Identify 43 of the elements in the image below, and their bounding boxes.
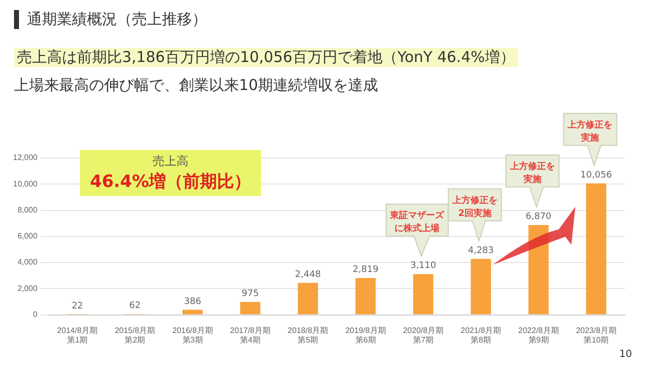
y-tick-label: 0 xyxy=(33,310,38,320)
y-tick-label: 10,000 xyxy=(13,179,38,188)
chart-subtitle: 売上高は前期比3,186百万円増の10,056百万円で着地（YonY 46.4%増） xyxy=(14,48,518,67)
bar xyxy=(355,278,376,314)
bar xyxy=(413,274,434,314)
x-tick-label: 2014/8月期第1期 xyxy=(57,326,98,344)
data-label: 10,056 xyxy=(580,170,612,180)
y-tick-label: 4,000 xyxy=(17,258,38,267)
annotation: 上方修正を2回実施 xyxy=(451,194,498,219)
data-label: 2,819 xyxy=(352,264,379,275)
x-tick-label: 2016/8月期第3期 xyxy=(172,326,213,344)
x-tick-label: 2023/8月期第10期 xyxy=(576,326,616,344)
data-label: 975 xyxy=(242,289,259,300)
bar xyxy=(182,310,203,314)
x-tick-label: 2019/8月期第6期 xyxy=(345,326,386,344)
y-tick-label: 2,000 xyxy=(17,284,38,293)
y-tick-label: 6,000 xyxy=(17,232,38,241)
annotation: 売上高 46.4%増（前期比） xyxy=(80,150,261,196)
x-tick-label: 2020/8月期第7期 xyxy=(402,326,444,344)
x-tick-label: 2015/8月期第2期 xyxy=(114,326,156,344)
y-tick-label: 8,000 xyxy=(17,205,38,214)
data-label: 386 xyxy=(184,296,202,307)
x-tick-label: 2018/8月期第5期 xyxy=(288,326,328,344)
bar xyxy=(586,183,606,314)
text: 上場来最高の伸び幅で、創業以来10期連続増収を達成 xyxy=(14,76,378,95)
x-tick-label: 2021/8月期第8期 xyxy=(460,326,502,344)
data-label: 2,448 xyxy=(295,270,322,280)
data-label: 6,870 xyxy=(526,212,552,222)
data-label: 4,283 xyxy=(468,246,494,256)
chart-title: 通期業績概況（売上推移） xyxy=(14,10,207,29)
data-label: 3,110 xyxy=(410,261,436,272)
data-label: 62 xyxy=(129,300,141,311)
bar xyxy=(470,258,491,314)
y-tick-label: 12,000 xyxy=(13,153,38,162)
annotation: 上方修正を実施 xyxy=(509,161,556,186)
data-label: 22 xyxy=(72,302,84,312)
x-tick-label: 2017/8月期第4期 xyxy=(230,326,270,344)
annotation: 東証マザーズに株式上場 xyxy=(389,210,446,234)
x-tick-label: 2022/8月期第9期 xyxy=(518,326,559,344)
bar xyxy=(240,302,260,314)
text: 上方修正を実施 xyxy=(566,119,613,144)
bar xyxy=(298,282,318,314)
text: 10 xyxy=(619,349,632,360)
